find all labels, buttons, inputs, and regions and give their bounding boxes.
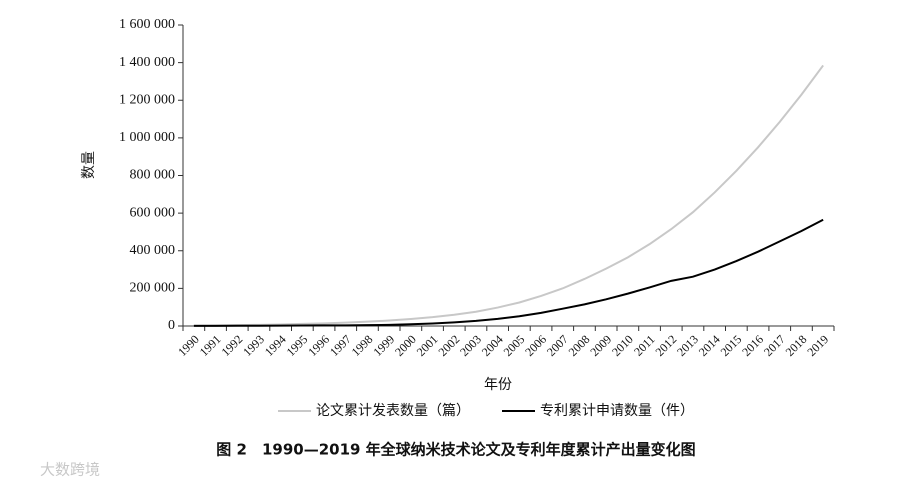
x-tick-label: 1999	[370, 332, 397, 359]
x-tick-label: 2014	[696, 332, 723, 359]
x-tick-label: 2018	[783, 332, 810, 359]
x-tick-label: 2019	[804, 332, 831, 359]
y-tick-label: 1 400 000	[119, 55, 175, 70]
x-tick-label: 1992	[218, 332, 245, 359]
x-tick-label: 2002	[435, 332, 462, 359]
x-tick-label: 2000	[392, 332, 419, 359]
y-tick-label: 0	[168, 318, 175, 333]
x-tick-label: 1990	[175, 332, 202, 359]
y-tick-label: 400 000	[130, 243, 176, 258]
x-tick-label: 2001	[414, 332, 441, 359]
x-tick-label: 2016	[739, 332, 766, 359]
x-tick-label: 1994	[262, 332, 289, 359]
x-tick-label: 2011	[631, 332, 658, 359]
y-tick-label: 600 000	[130, 205, 176, 220]
x-tick-label: 2017	[761, 332, 788, 359]
series-line	[193, 218, 824, 327]
y-tick-label: 800 000	[130, 168, 176, 183]
x-tick-label: 2012	[652, 332, 679, 359]
y-axis-label: 数量	[81, 151, 97, 179]
x-axis-label: 年份	[484, 377, 512, 393]
series-line	[193, 64, 824, 327]
x-tick-label: 2015	[718, 332, 745, 359]
x-tick-label: 2005	[501, 332, 528, 359]
x-tick-label: 2008	[566, 332, 593, 359]
x-tick-label: 1993	[240, 332, 267, 359]
y-tick-label: 1 000 000	[119, 130, 175, 145]
legend-label: 专利累计申请数量（件）	[540, 403, 694, 419]
y-tick-label: 1 200 000	[119, 92, 175, 107]
caption: 图 2 1990—2019 年全球纳米技术论文及专利年度累计产出量变化图	[216, 441, 695, 459]
x-tick-label: 2013	[674, 332, 701, 359]
legend-label: 论文累计发表数量（篇）	[316, 403, 470, 419]
x-tick-label: 2009	[587, 332, 614, 359]
x-tick-label: 2007	[544, 332, 571, 359]
x-tick-label: 2006	[522, 332, 549, 359]
x-tick-label: 1991	[197, 332, 224, 359]
y-tick-label: 1 600 000	[119, 17, 175, 32]
x-tick-label: 2010	[609, 332, 636, 359]
x-tick-label: 1997	[327, 332, 354, 359]
watermark: 大数跨境	[40, 461, 100, 479]
x-tick-label: 1996	[305, 332, 332, 359]
x-tick-label: 1995	[284, 332, 311, 359]
x-tick-label: 1998	[349, 332, 376, 359]
x-tick-label: 2003	[457, 332, 484, 359]
x-tick-label: 2004	[479, 332, 506, 359]
y-tick-label: 200 000	[130, 281, 176, 296]
